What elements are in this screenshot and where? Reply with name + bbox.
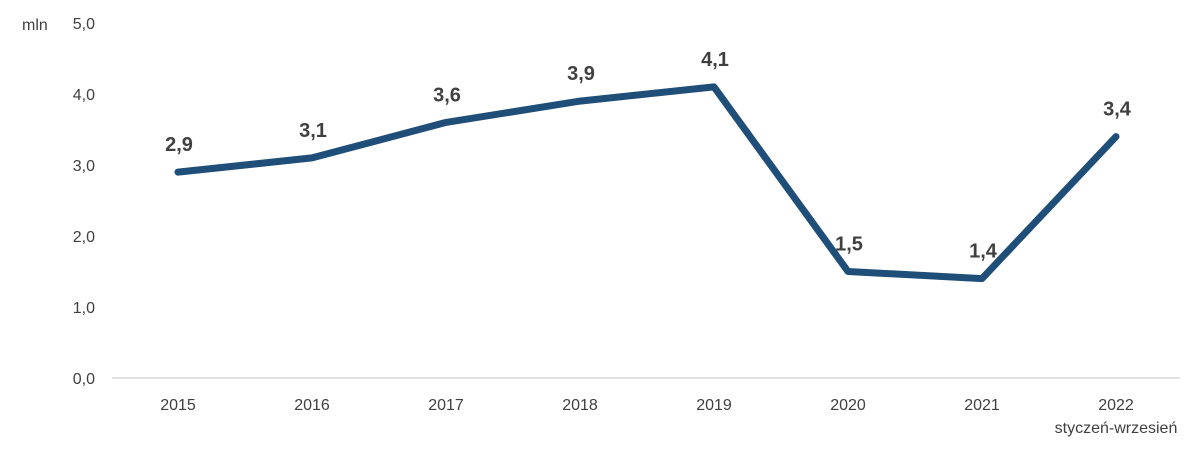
x-tick-label: 2015 — [160, 397, 196, 414]
x-tick-label: 2018 — [562, 397, 598, 414]
series-line — [174, 83, 1120, 283]
data-label: 3,1 — [299, 120, 327, 142]
data-label: 3,4 — [1103, 99, 1132, 121]
x-tick-sublabel: styczeń-wrzesień — [1055, 420, 1178, 437]
data-label: 3,9 — [567, 63, 595, 85]
x-tick-label: 2020 — [830, 397, 866, 414]
data-label: 1,5 — [835, 234, 863, 256]
y-tick-label: 1,0 — [73, 300, 95, 317]
y-tick-label: 2,0 — [73, 229, 95, 246]
data-label: 4,1 — [701, 49, 729, 71]
x-tick-label: 2021 — [964, 397, 1000, 414]
y-tick-label: 0,0 — [73, 371, 95, 388]
data-label: 3,6 — [433, 84, 461, 106]
y-tick-label: 5,0 — [73, 16, 95, 33]
y-axis-ticks: 0,0 1,0 2,0 3,0 4,0 5,0 — [73, 16, 95, 388]
y-axis-unit-label: mln — [22, 17, 48, 34]
x-tick-label: 2022 — [1098, 397, 1134, 414]
data-labels: 2,9 3,1 3,6 3,9 4,1 1,5 1,4 3,4 — [165, 49, 1132, 263]
data-label: 2,9 — [165, 134, 193, 156]
x-tick-label: 2017 — [428, 397, 464, 414]
x-tick-label: 2016 — [294, 397, 330, 414]
x-axis-ticks: 2015 2016 2017 2018 2019 2020 2021 2022 styczeń-… — [160, 397, 1177, 437]
y-tick-label: 4,0 — [73, 87, 95, 104]
x-tick-label: 2019 — [696, 397, 732, 414]
data-label: 1,4 — [969, 241, 998, 263]
y-tick-label: 3,0 — [73, 158, 95, 175]
